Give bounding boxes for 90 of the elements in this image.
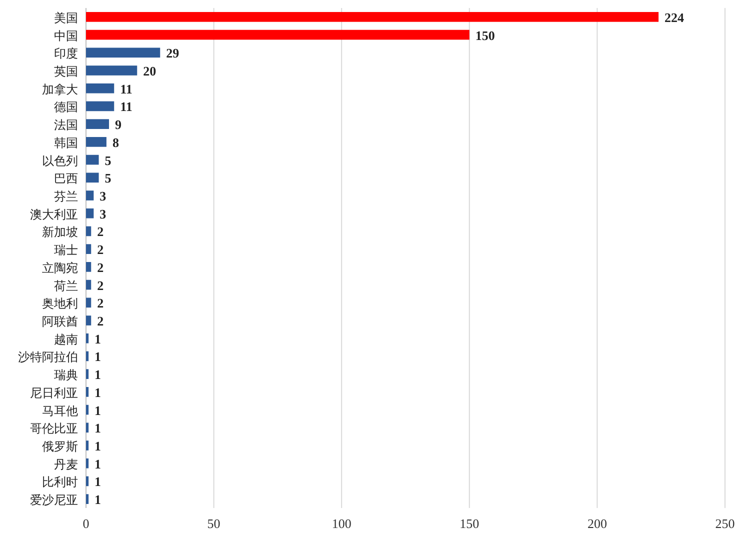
data-label: 29: [166, 46, 180, 61]
bar: [86, 48, 160, 58]
bar: [86, 476, 89, 486]
bar: [86, 154, 99, 165]
y-tick-label: 以色列: [42, 154, 78, 168]
y-tick-label: 尼日利亚: [30, 386, 78, 400]
y-tick-label: 加拿大: [42, 82, 78, 96]
x-tick-label: 0: [82, 516, 90, 531]
data-label: 1: [94, 349, 102, 364]
bar: [86, 66, 138, 76]
data-label: 5: [104, 152, 112, 168]
data-label: 1: [94, 331, 102, 346]
bar: [86, 387, 89, 397]
bar: [86, 316, 92, 326]
bar: [86, 30, 470, 40]
bar: [86, 440, 89, 450]
bar: [86, 208, 94, 218]
y-tick-label: 比利时: [42, 475, 78, 490]
bar: [86, 262, 92, 272]
bar: [86, 458, 89, 468]
data-label: 3: [100, 188, 107, 204]
bar: [86, 333, 89, 344]
y-tick-label: 瑞典: [54, 368, 78, 382]
x-tick-label: 200: [587, 516, 607, 531]
bar: [86, 494, 89, 504]
data-label: 2: [97, 224, 104, 240]
bar: [86, 280, 92, 290]
data-label: 150: [475, 28, 495, 43]
y-tick-label: 印度: [54, 46, 78, 61]
y-tick-label: 越南: [54, 332, 78, 346]
data-label: 3: [100, 206, 107, 222]
y-tick-label: 法国: [54, 118, 78, 132]
data-label: 1: [94, 456, 102, 472]
data-label: 11: [120, 99, 132, 114]
y-tick-label: 俄罗斯: [42, 440, 78, 454]
bar: [86, 422, 89, 433]
data-label: 1: [94, 367, 102, 382]
y-tick-label: 韩国: [54, 136, 78, 150]
y-tick-label: 爱沙尼亚: [30, 493, 78, 508]
data-label: 2: [97, 296, 104, 311]
y-tick-label: 阿联酋: [42, 314, 78, 328]
data-label: 5: [104, 170, 112, 186]
data-label: 9: [115, 117, 122, 132]
y-tick-label: 瑞士: [54, 243, 78, 258]
data-label: 2: [97, 242, 104, 258]
y-tick-label: 芬兰: [54, 190, 78, 204]
y-tick-label: 英国: [54, 64, 78, 78]
bar: [86, 119, 110, 129]
data-label: 2: [97, 314, 104, 328]
y-tick-label: 丹麦: [54, 457, 78, 472]
y-tick-label: 奥地利: [42, 296, 78, 311]
data-label: 11: [120, 81, 132, 96]
data-label: 8: [112, 134, 120, 150]
data-label: 224: [664, 10, 685, 25]
y-tick-label: 荷兰: [54, 278, 78, 293]
bar: [86, 298, 92, 308]
x-tick-label: 50: [207, 516, 220, 531]
bar: [86, 101, 114, 112]
bar: [86, 369, 89, 379]
data-label: 1: [94, 384, 102, 400]
bar: [86, 244, 92, 254]
y-tick-label: 新加坡: [42, 225, 78, 240]
x-tick-label: 150: [460, 516, 480, 531]
y-tick-label: 马耳他: [42, 404, 78, 418]
data-label: 2: [97, 278, 104, 293]
y-tick-label: 哥伦比亚: [30, 422, 78, 436]
x-tick-label: 250: [715, 516, 735, 531]
y-tick-label: 中国: [54, 28, 78, 43]
y-tick-label: 澳大利亚: [30, 207, 78, 222]
bar: [86, 83, 114, 94]
bar: [86, 137, 106, 147]
data-label: 2: [97, 260, 104, 275]
y-tick-label: 沙特阿拉伯: [18, 350, 78, 364]
y-tick-label: 德国: [54, 100, 78, 114]
x-tick-label: 100: [332, 516, 352, 531]
y-tick-label: 巴西: [54, 172, 78, 186]
y-tick-label: 美国: [54, 10, 78, 25]
bar: [86, 404, 89, 415]
bar: [86, 226, 92, 236]
bar: [86, 190, 94, 200]
bar: [86, 351, 89, 362]
data-label: 1: [94, 402, 102, 418]
y-tick-label: 立陶宛: [42, 260, 78, 275]
data-label: 1: [94, 492, 102, 508]
data-label: 1: [94, 420, 102, 436]
data-label: 1: [94, 438, 102, 454]
bar: [86, 12, 659, 22]
data-label: 1: [94, 474, 102, 490]
data-label: 20: [143, 64, 156, 78]
bar: [86, 172, 99, 183]
